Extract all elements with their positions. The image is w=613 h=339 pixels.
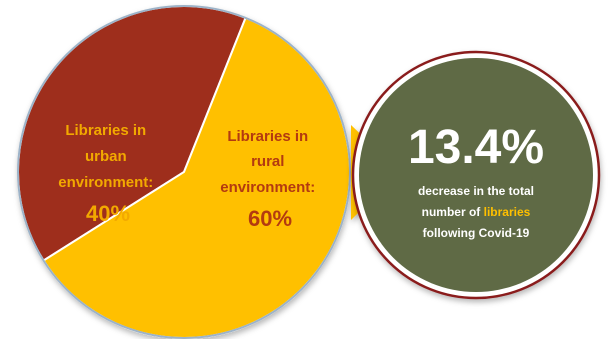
urban-label-line-1: Libraries in bbox=[65, 122, 146, 139]
callout-caption-line-1: decrease in the total bbox=[418, 184, 534, 198]
callout-value: 13.4% bbox=[408, 121, 544, 174]
urban-value-label: 40% bbox=[86, 201, 130, 226]
rural-slice-label: Libraries in rural environment: 60% bbox=[220, 128, 319, 231]
pie-slices bbox=[17, 5, 351, 339]
rural-label-line-1: Libraries in bbox=[227, 128, 308, 145]
pie-outline bbox=[17, 5, 351, 339]
rural-label-line-3: environment: bbox=[220, 179, 315, 196]
urban-label-line-3: environment: bbox=[58, 174, 153, 191]
callout-caption-line-3: following Covid-19 bbox=[423, 226, 530, 240]
callout-circle bbox=[359, 58, 593, 292]
urban-slice-label: Libraries in urban environment: 40% bbox=[58, 122, 157, 226]
urban-label-line-2: urban bbox=[85, 148, 127, 165]
callout-caption-prefix: number of bbox=[422, 205, 484, 219]
callout-caption-line-2: number of libraries bbox=[422, 205, 531, 219]
callout-caption-highlight: libraries bbox=[484, 205, 531, 219]
rural-value-label: 60% bbox=[248, 206, 292, 231]
callout bbox=[351, 50, 601, 300]
rural-label-line-2: rural bbox=[251, 153, 284, 170]
